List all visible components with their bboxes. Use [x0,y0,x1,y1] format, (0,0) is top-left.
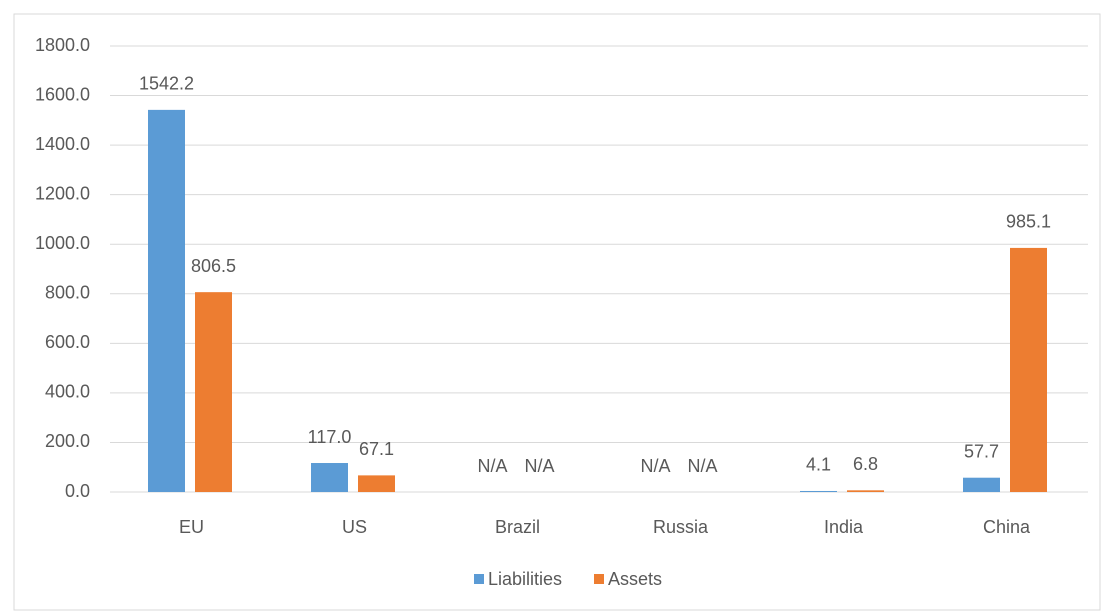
data-label: 117.0 [308,427,352,447]
data-label: N/A [640,456,670,476]
data-label: 67.1 [359,439,394,459]
data-label: N/A [477,456,507,476]
bar [963,477,1000,492]
legend-swatch [594,574,604,584]
x-tick-label: China [983,517,1031,537]
legend-label: Assets [608,569,662,589]
data-label: 1542.2 [139,74,194,94]
bar [311,463,348,492]
x-tick-label: EU [179,517,204,537]
bar [800,490,837,492]
bar [195,292,232,492]
data-label: 6.8 [853,454,878,474]
bar [148,109,185,493]
y-tick-label: 800.0 [45,283,90,303]
data-label: 806.5 [191,256,236,276]
bar [358,475,395,492]
y-tick-label: 1200.0 [35,183,90,203]
y-tick-label: 400.0 [45,382,90,402]
x-tick-label: Brazil [495,517,540,537]
data-label: 4.1 [806,455,831,475]
y-tick-label: 0.0 [65,481,90,501]
data-label: N/A [524,456,554,476]
data-label: 57.7 [964,441,999,461]
legend-label: Liabilities [488,569,562,589]
data-label: N/A [687,456,717,476]
bar [847,490,884,492]
x-tick-label: Russia [653,517,709,537]
x-tick-label: US [342,517,367,537]
y-tick-label: 1400.0 [35,134,90,154]
bar [1010,247,1047,492]
y-tick-label: 1600.0 [35,84,90,104]
y-tick-label: 600.0 [45,332,90,352]
y-tick-label: 1000.0 [35,233,90,253]
legend-swatch [474,574,484,584]
y-tick-label: 1800.0 [35,35,90,55]
x-tick-label: India [824,517,864,537]
data-label: 985.1 [1006,212,1051,232]
y-tick-label: 200.0 [45,431,90,451]
